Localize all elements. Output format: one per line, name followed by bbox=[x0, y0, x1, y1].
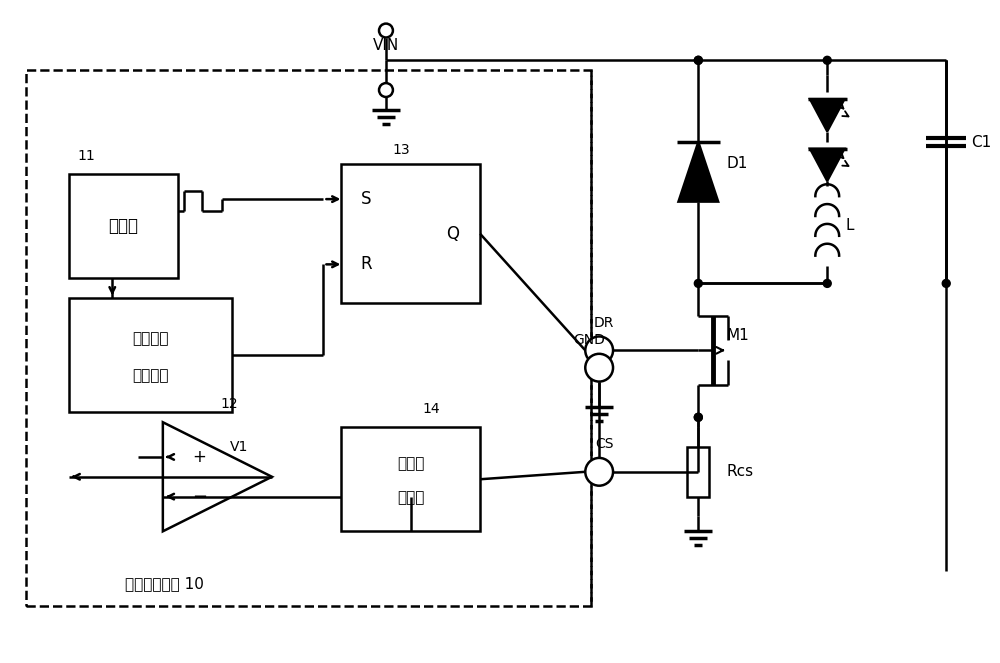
Text: C1: C1 bbox=[971, 135, 991, 150]
Circle shape bbox=[823, 279, 831, 287]
Text: R: R bbox=[360, 255, 372, 273]
Text: D1: D1 bbox=[726, 156, 747, 172]
Text: 13: 13 bbox=[392, 143, 410, 156]
Text: GND: GND bbox=[573, 333, 605, 347]
Polygon shape bbox=[810, 149, 845, 181]
Circle shape bbox=[585, 354, 613, 382]
Text: 恒流控制电路 10: 恒流控制电路 10 bbox=[125, 576, 204, 591]
Text: L: L bbox=[845, 218, 854, 233]
Circle shape bbox=[694, 279, 702, 287]
Text: CS: CS bbox=[595, 437, 613, 451]
Text: VIN: VIN bbox=[373, 38, 399, 53]
Bar bbox=[69, 298, 232, 412]
Text: 采样保: 采样保 bbox=[397, 456, 424, 471]
Text: S: S bbox=[361, 190, 371, 208]
Text: M1: M1 bbox=[726, 328, 749, 343]
Bar bbox=[341, 164, 480, 303]
Text: +: + bbox=[193, 448, 206, 466]
Bar bbox=[341, 427, 480, 531]
Text: 持电路: 持电路 bbox=[397, 491, 424, 505]
Circle shape bbox=[379, 83, 393, 97]
Text: 14: 14 bbox=[423, 402, 440, 416]
Text: V1: V1 bbox=[230, 440, 248, 454]
Text: Rcs: Rcs bbox=[726, 464, 753, 479]
Text: 12: 12 bbox=[220, 397, 238, 411]
Text: 11: 11 bbox=[78, 149, 95, 164]
Circle shape bbox=[585, 458, 613, 486]
Text: Q: Q bbox=[446, 225, 459, 243]
Text: DR: DR bbox=[594, 316, 614, 330]
Bar bbox=[26, 70, 591, 606]
Text: 控制模块: 控制模块 bbox=[132, 369, 169, 383]
Bar bbox=[69, 174, 178, 278]
Polygon shape bbox=[810, 99, 845, 132]
Circle shape bbox=[694, 56, 702, 64]
Circle shape bbox=[694, 413, 702, 421]
Circle shape bbox=[823, 56, 831, 64]
Text: 导通时间: 导通时间 bbox=[132, 331, 169, 345]
Circle shape bbox=[694, 413, 702, 421]
Polygon shape bbox=[678, 142, 718, 202]
Bar bbox=[687, 447, 709, 497]
Circle shape bbox=[585, 336, 613, 364]
Circle shape bbox=[694, 56, 702, 64]
Circle shape bbox=[942, 279, 950, 287]
Circle shape bbox=[379, 24, 393, 38]
Text: −: − bbox=[192, 487, 207, 506]
Text: 计时器: 计时器 bbox=[108, 217, 138, 235]
